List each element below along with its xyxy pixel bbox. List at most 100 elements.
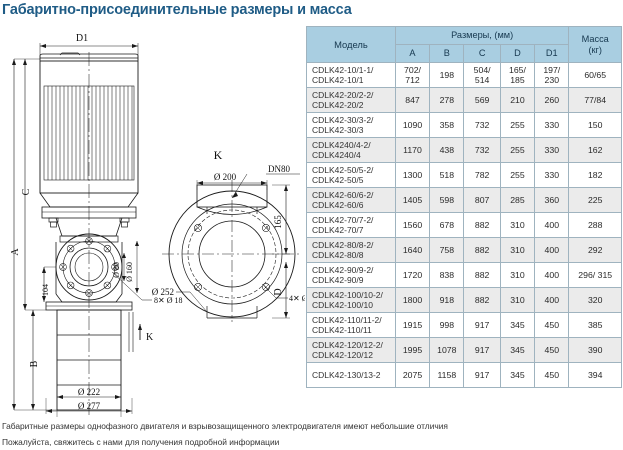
cell-d1: 400 — [534, 237, 570, 263]
footer-line-1: Габаритные размеры однофазного двигателя… — [2, 421, 448, 431]
dim-label-dia252: Ø 252 — [152, 287, 174, 297]
cell-a: 702/ 712 — [394, 62, 431, 88]
table-row: CDLK42-120/12-2/ CDLK42-120/12 1995 1078 91… — [306, 337, 622, 363]
th-mass: Масса (кг) — [568, 26, 622, 63]
footer-line-2: Пожалуйста, свяжитесь с нами для получен… — [2, 436, 280, 447]
dim-label-d: D — [273, 288, 284, 295]
spec-table-container: Модель Размеры, (мм) Масса (кг) A B C D … — [306, 26, 622, 388]
cell-model: CDLK42-50/5-2/ CDLK42-50/5 — [306, 162, 396, 188]
cell-a: 1090 — [394, 112, 431, 138]
cell-c: 917 — [463, 312, 501, 338]
dim-label-165: 165 — [273, 215, 283, 229]
cell-mass: 182 — [568, 162, 622, 188]
cell-a: 847 — [394, 87, 431, 113]
th-mass-unit: (кг) — [588, 44, 602, 55]
table-row: CDLK42-70/7-2/ CDLK42-70/7 1560 678 882 310 4… — [306, 212, 622, 238]
cell-d1: 400 — [534, 287, 570, 313]
cell-c: 882 — [463, 262, 501, 288]
cell-d1: 197/ 230 — [534, 62, 570, 88]
cell-d: 345 — [499, 362, 536, 388]
th-col-c: C — [463, 44, 501, 63]
cell-d1: 330 — [534, 137, 570, 163]
cell-mass: 288 — [568, 212, 622, 238]
cell-d: 210 — [499, 87, 536, 113]
cell-model: CDLK42-100/10-2/ CDLK42-100/10 — [306, 287, 396, 313]
cell-a: 1640 — [394, 237, 431, 263]
cell-model: CDLK42-20/2-2/ CDLK42-20/2 — [306, 87, 396, 113]
dim-label-dn80: DN80 — [268, 164, 290, 174]
footer-notes: Габаритные размеры однофазного двигателя… — [2, 419, 620, 450]
th-col-d1: D1 — [534, 44, 570, 63]
cell-model: CDLK42-80/8-2/ CDLK42-80/8 — [306, 237, 396, 263]
cell-b: 278 — [429, 87, 465, 113]
cell-b: 1078 — [429, 337, 465, 363]
cell-d: 255 — [499, 137, 536, 163]
cell-d1: 450 — [534, 312, 570, 338]
th-model: Модель — [306, 26, 396, 63]
cell-b: 518 — [429, 162, 465, 188]
cell-model: CDLK42-70/7-2/ CDLK42-70/7 — [306, 212, 396, 238]
th-dimensions-group: Размеры, (мм) — [394, 26, 570, 45]
cell-model: CDLK42-110/11-2/ CDLK42-110/11 — [306, 312, 396, 338]
section-arrow-k: K — [146, 332, 154, 343]
cell-d1: 330 — [534, 112, 570, 138]
cell-d1: 260 — [534, 87, 570, 113]
dim-label-holes4: 4✕ Ø 12 — [289, 294, 305, 303]
dim-label-dia160: Ø 160 — [125, 262, 134, 282]
table-row: CDLK42-60/6-2/ CDLK42-60/6 1405 598 807 285 3… — [306, 187, 622, 213]
cell-b: 198 — [429, 62, 465, 88]
table-row: CDLK42-20/2-2/ CDLK42-20/2 847 278 569 210 26… — [306, 87, 622, 113]
cell-a: 2075 — [394, 362, 431, 388]
cell-c: 504/ 514 — [463, 62, 501, 88]
cell-d: 345 — [499, 312, 536, 338]
cell-model: CDLK42-120/12-2/ CDLK42-120/12 — [306, 337, 396, 363]
cell-mass: 394 — [568, 362, 622, 388]
cell-c: 917 — [463, 337, 501, 363]
dim-label-holes8: 8✕ Ø 18 — [154, 296, 182, 305]
cell-d1: 400 — [534, 262, 570, 288]
cell-d: 310 — [499, 237, 536, 263]
cell-mass: 77/84 — [568, 87, 622, 113]
view-label-k: K — [214, 148, 223, 162]
cell-c: 782 — [463, 162, 501, 188]
cell-d1: 400 — [534, 212, 570, 238]
cell-b: 838 — [429, 262, 465, 288]
table-row: CDLK42-50/5-2/ CDLK42-50/5 1300 518 782 255 3… — [306, 162, 622, 188]
cell-a: 1995 — [394, 337, 431, 363]
page-title: Габаритно-присоединительные размеры и ма… — [2, 2, 352, 18]
cell-a: 1170 — [394, 137, 431, 163]
cell-mass: 225 — [568, 187, 622, 213]
cell-mass: 60/65 — [568, 62, 622, 88]
table-body: CDLK42-10/1-1/ CDLK42-10/1 702/ 712 198 504… — [306, 62, 622, 388]
dim-label-c: C — [21, 188, 32, 195]
cell-a: 1915 — [394, 312, 431, 338]
cell-b: 918 — [429, 287, 465, 313]
cell-d: 310 — [499, 262, 536, 288]
cell-b: 438 — [429, 137, 465, 163]
th-col-b: B — [429, 44, 465, 63]
dim-label-d1: D1 — [76, 33, 88, 44]
th-mass-label: Масса — [581, 33, 609, 44]
table-row: CDLK42-30/3-2/ CDLK42-30/3 1090 358 732 255 3… — [306, 112, 622, 138]
cell-b: 358 — [429, 112, 465, 138]
cell-b: 758 — [429, 237, 465, 263]
cell-model: CDLK42-30/3-2/ CDLK42-30/3 — [306, 112, 396, 138]
cell-b: 678 — [429, 212, 465, 238]
cell-c: 882 — [463, 287, 501, 313]
cell-d: 285 — [499, 187, 536, 213]
dim-label-104: 104 — [41, 284, 50, 296]
cell-mass: 296/ 315 — [568, 262, 622, 288]
cell-b: 998 — [429, 312, 465, 338]
table-header-row-1: Модель Размеры, (мм) Масса (кг) — [306, 26, 622, 63]
cell-d1: 360 — [534, 187, 570, 213]
cell-model: CDLK42-60/6-2/ CDLK42-60/6 — [306, 187, 396, 213]
table-row: CDLK42-100/10-2/ CDLK42-100/10 1800 918 882… — [306, 287, 622, 313]
th-col-d: D — [499, 44, 536, 63]
cell-a: 1300 — [394, 162, 431, 188]
table-row: CDLK42-130/13-2 2075 1158 917 345 450 394 — [306, 362, 622, 388]
dim-label-dia277: Ø 277 — [78, 401, 101, 411]
dim-label-dia222: Ø 222 — [78, 387, 100, 397]
cell-d: 345 — [499, 337, 536, 363]
dim-label-dia200: Ø 200 — [214, 172, 237, 182]
cell-d1: 450 — [534, 337, 570, 363]
